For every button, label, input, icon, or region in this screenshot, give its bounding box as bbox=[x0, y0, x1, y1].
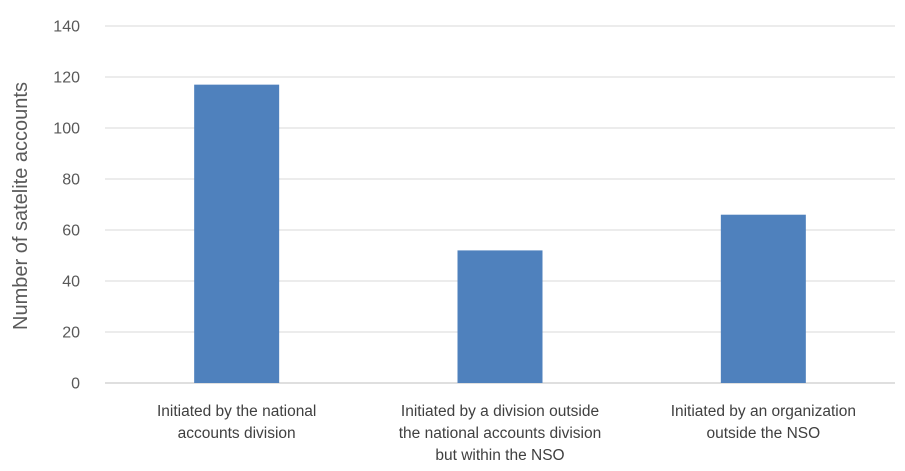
bar-1 bbox=[194, 85, 279, 383]
x-category-label-line: outside the NSO bbox=[706, 425, 820, 442]
bar-3 bbox=[721, 215, 806, 383]
y-tick-label: 100 bbox=[53, 121, 80, 138]
y-tick-label: 80 bbox=[62, 172, 80, 189]
y-tick-label: 120 bbox=[53, 70, 80, 87]
y-tick-label: 20 bbox=[62, 325, 80, 342]
x-category-label: Initiated by an organization outside the … bbox=[671, 403, 856, 442]
bars bbox=[194, 85, 806, 383]
x-category-label-line: the national accounts division bbox=[399, 425, 602, 442]
x-axis-categories: Initiated by the national accounts divisi… bbox=[157, 403, 856, 464]
y-tick-label: 140 bbox=[53, 19, 80, 36]
x-category-label: Initiated by a division outside the natio… bbox=[399, 403, 602, 464]
bar-2 bbox=[458, 250, 543, 383]
x-category-label: Initiated by the national accounts divisi… bbox=[157, 403, 316, 442]
y-tick-label: 60 bbox=[62, 223, 80, 240]
x-category-label-line: Initiated by a division outside bbox=[401, 403, 599, 420]
y-axis-label: Number of satelite accounts bbox=[10, 82, 32, 330]
x-category-label-line: accounts division bbox=[178, 425, 296, 442]
y-tick-label: 0 bbox=[71, 376, 80, 393]
y-tick-label: 40 bbox=[62, 274, 80, 291]
x-category-label-line: but within the NSO bbox=[435, 447, 564, 464]
x-category-label-line: Initiated by the national bbox=[157, 403, 316, 420]
x-category-label-line: Initiated by an organization bbox=[671, 403, 856, 420]
y-axis-ticks: 0 20 40 60 80 100 120 140 bbox=[53, 19, 80, 393]
